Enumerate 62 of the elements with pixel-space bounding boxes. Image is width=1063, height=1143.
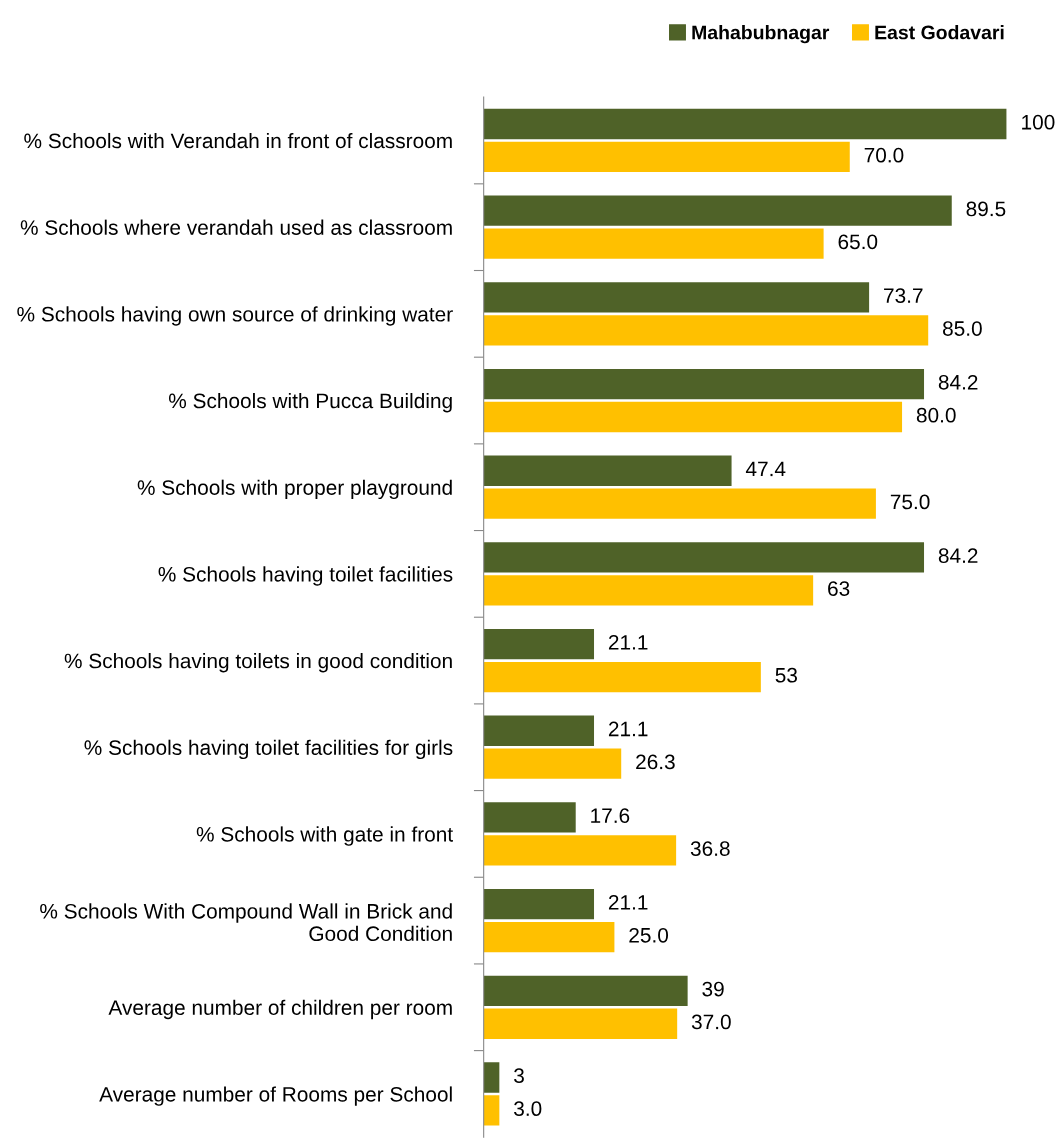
y-tick-label: % Schools having toilets in good condition (64, 653, 452, 673)
data-label: 21.1 (608, 721, 648, 737)
bar (483, 228, 824, 259)
bar (483, 661, 761, 693)
legend-label: East Godavari (875, 25, 1004, 40)
y-tick-label: % Schools with gate in front (196, 826, 453, 846)
y-tick-label: Average number of Rooms per School (99, 1086, 452, 1106)
bar (483, 628, 595, 660)
data-label: 80.0 (916, 407, 956, 423)
data-label: 89.5 (966, 201, 1006, 217)
data-label: 37.0 (691, 1014, 731, 1030)
data-label: 21.1 (608, 894, 648, 910)
data-label: 65.0 (838, 234, 878, 250)
y-tick-label: % Schools With Compound Wall in Brick and Good Condition (40, 903, 452, 942)
bar (483, 835, 677, 866)
y-tick-label: % Schools having toilet facilities for girls (84, 739, 453, 760)
data-label: 100 (1022, 114, 1055, 130)
bar (483, 455, 732, 486)
bar (483, 401, 903, 433)
bar (483, 921, 615, 953)
data-label: 53 (775, 667, 797, 683)
bar (483, 141, 850, 173)
bar (483, 1095, 500, 1126)
bar (483, 1008, 678, 1039)
data-label: 21.1 (608, 634, 648, 650)
y-tick-label: % Schools with Verandah in front of classroom (24, 132, 452, 149)
data-label: 73.7 (884, 288, 923, 303)
legend-label: Mahabubnagar (692, 25, 830, 44)
data-label: 3 (514, 1068, 524, 1084)
data-label: 70.0 (864, 147, 904, 163)
data-label: 39 (702, 981, 724, 997)
data-label: 75.0 (890, 494, 930, 510)
y-tick-label: % Schools with proper playground (137, 479, 452, 500)
data-label: 3.0 (514, 1101, 542, 1117)
data-label: 36.8 (690, 841, 730, 856)
y-tick-label: % Schools with Pucca Building (168, 392, 452, 413)
y-tick-label: % Schools having own source of drinking water (17, 306, 453, 326)
data-label: 63 (828, 581, 850, 596)
bar (483, 715, 595, 746)
bar (483, 975, 688, 1006)
y-tick-label: % Schools where verandah used as classroom (20, 219, 452, 235)
bar (483, 108, 1007, 140)
bar (483, 1062, 500, 1093)
data-label: 17.6 (591, 808, 630, 824)
bar (483, 802, 576, 833)
bar (483, 888, 595, 920)
data-label: 84.2 (938, 548, 978, 563)
data-label: 84.2 (938, 374, 978, 390)
bar (483, 368, 925, 400)
bar (483, 488, 876, 519)
data-label: 47.4 (745, 461, 786, 477)
bar (483, 195, 952, 226)
bar (483, 748, 622, 779)
data-label: 85.0 (943, 321, 982, 336)
bar (483, 315, 929, 346)
y-tick-label: % Schools having toilet facilities (158, 566, 453, 586)
y-tick-label: Average number of children per room (108, 999, 452, 1020)
data-label: 25.0 (629, 927, 669, 943)
bar (483, 282, 870, 313)
data-label: 26.3 (636, 754, 675, 770)
bar (483, 542, 925, 573)
bar (483, 575, 814, 606)
